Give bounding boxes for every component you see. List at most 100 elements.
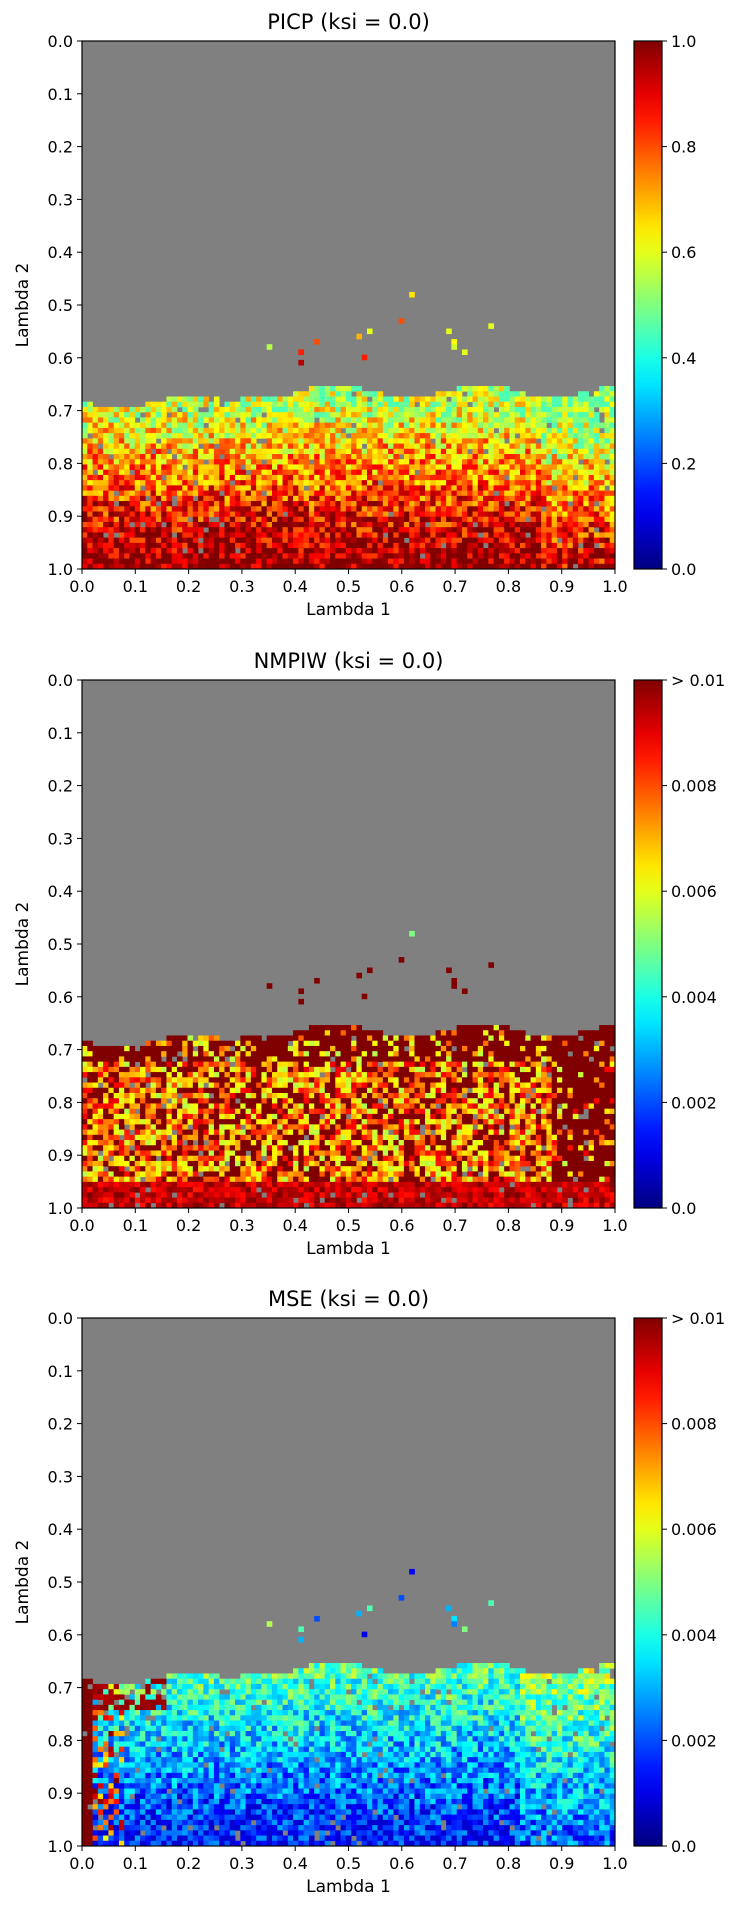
- heatmap-cell: [103, 1077, 109, 1083]
- heatmap-cell: [372, 406, 378, 413]
- heatmap-cell: [382, 542, 389, 549]
- heatmap-cell: [192, 521, 199, 528]
- heatmap-cell: [229, 459, 236, 465]
- heatmap-cell: [235, 1187, 241, 1193]
- heatmap-cell: [92, 506, 99, 512]
- heatmap-cell: [256, 464, 262, 471]
- heatmap-cell: [235, 495, 241, 502]
- heatmap-cell: [219, 1103, 225, 1110]
- heatmap-cell: [266, 1166, 273, 1172]
- heatmap-cell: [498, 480, 505, 486]
- heatmap-cell: [176, 422, 183, 429]
- heatmap-cell: [235, 532, 241, 538]
- heatmap-cell: [351, 474, 357, 481]
- heatmap-cell: [97, 1192, 104, 1198]
- heatmap-cell: [277, 438, 283, 444]
- heatmap-cell: [235, 490, 241, 497]
- heatmap-cell: [572, 542, 579, 549]
- heatmap-cell: [472, 537, 479, 544]
- heatmap-cell: [150, 1150, 157, 1157]
- heatmap-cell: [562, 527, 568, 533]
- heatmap-cell: [324, 485, 331, 491]
- heatmap-cell: [145, 1098, 151, 1104]
- heatmap-cell: [324, 453, 331, 460]
- heatmap-cell: [319, 1103, 326, 1110]
- heatmap-cell: [161, 1176, 167, 1183]
- heatmap-cell: [314, 511, 320, 518]
- heatmap-cell: [335, 1150, 341, 1157]
- heatmap-cell: [203, 1176, 210, 1183]
- heatmap-cell: [425, 433, 431, 439]
- heatmap-cell: [271, 1108, 278, 1115]
- heatmap-cell: [578, 511, 584, 518]
- heatmap-cell: [509, 401, 516, 408]
- heatmap-cell: [351, 485, 357, 491]
- heatmap-cell: [314, 1056, 320, 1062]
- heatmap-cell: [203, 438, 210, 444]
- heatmap-cell: [235, 501, 241, 507]
- heatmap-cell: [229, 542, 236, 549]
- heatmap-cell: [182, 1145, 188, 1151]
- heatmap-cell: [366, 480, 373, 486]
- heatmap-cell: [198, 527, 204, 533]
- heatmap-cell: [229, 1092, 236, 1099]
- heatmap-cell: [219, 1181, 225, 1188]
- heatmap-cell: [345, 553, 352, 559]
- heatmap-cell: [166, 1145, 173, 1151]
- heatmap-cell: [345, 401, 352, 408]
- heatmap-cell: [382, 401, 389, 408]
- heatmap-cell: [599, 453, 605, 460]
- heatmap-cell: [340, 511, 347, 518]
- heatmap-cell: [308, 1181, 315, 1188]
- heatmap-cell: [134, 1056, 141, 1062]
- heatmap-cell: [134, 448, 141, 455]
- heatmap-cell: [525, 558, 531, 565]
- heatmap-cell: [171, 438, 178, 444]
- heatmap-cell: [250, 453, 257, 460]
- heatmap-cell: [451, 527, 458, 533]
- heatmap-cell: [509, 459, 516, 465]
- heatmap-cell: [145, 1202, 151, 1209]
- heatmap-cell: [340, 1061, 347, 1068]
- heatmap-cell: [440, 495, 447, 502]
- heatmap-cell: [298, 1035, 304, 1042]
- heatmap-cell: [229, 490, 236, 497]
- heatmap-cell: [240, 453, 246, 460]
- heatmap-cell: [293, 521, 299, 528]
- heatmap-cell: [293, 1045, 299, 1052]
- heatmap-cell: [382, 417, 389, 423]
- heatmap-cell: [124, 1045, 130, 1052]
- heatmap-cell: [261, 401, 268, 408]
- heatmap-cell: [562, 490, 568, 497]
- heatmap-cell: [208, 427, 215, 434]
- heatmap-cell: [224, 1166, 231, 1172]
- heatmap-cell: [525, 417, 531, 423]
- heatmap-cell: [419, 485, 426, 491]
- heatmap-cell: [314, 443, 320, 450]
- heatmap-cell: [398, 558, 405, 565]
- heatmap-cell: [351, 412, 357, 418]
- heatmap-cell: [155, 563, 162, 570]
- heatmap-cell: [572, 516, 579, 523]
- heatmap-cell: [118, 433, 125, 439]
- heatmap-cell: [140, 1124, 146, 1130]
- heatmap-cell: [488, 516, 494, 523]
- heatmap-cell: [456, 563, 463, 570]
- heatmap-cell: [219, 412, 225, 418]
- heatmap-cell: [419, 548, 426, 554]
- heatmap-cell: [287, 1187, 294, 1193]
- heatmap-cell: [124, 548, 130, 554]
- heatmap-cell: [293, 1056, 299, 1062]
- heatmap-cell: [546, 464, 553, 471]
- heatmap-cell: [593, 433, 600, 439]
- heatmap-cell: [609, 448, 616, 455]
- heatmap-cell: [282, 1051, 289, 1057]
- heatmap-cell: [356, 1103, 363, 1110]
- heatmap-cell: [161, 1140, 167, 1146]
- heatmap-cell: [277, 1103, 283, 1110]
- heatmap-cell: [514, 427, 521, 434]
- heatmap-cell: [176, 1113, 183, 1120]
- heatmap-cell: [92, 521, 99, 528]
- heatmap-cell: [282, 1056, 289, 1062]
- heatmap-cell: [240, 542, 246, 549]
